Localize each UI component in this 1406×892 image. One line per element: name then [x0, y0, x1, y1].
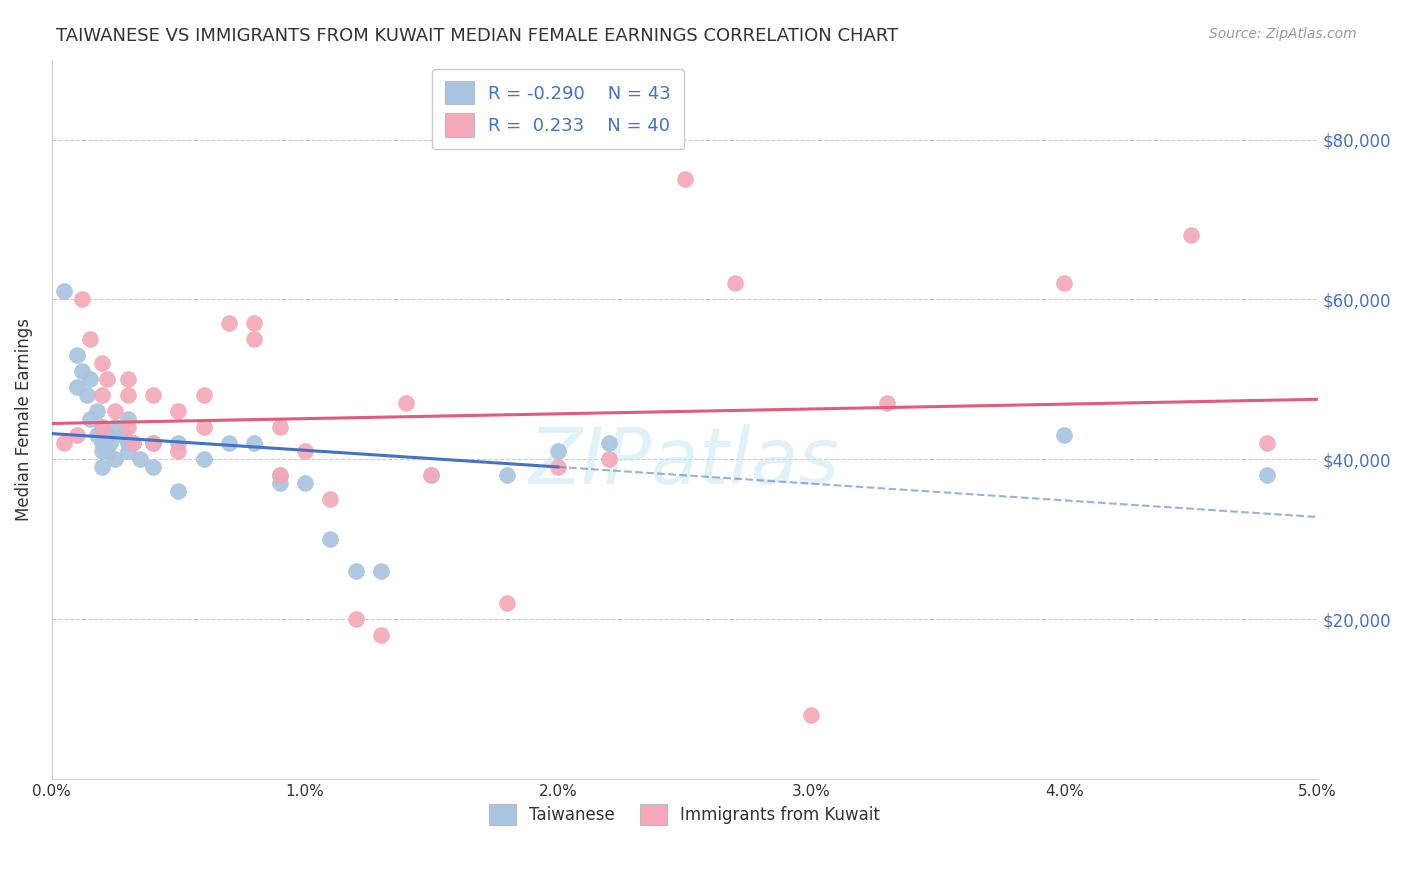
- Point: [319, 492, 342, 507]
- Point: [66, 348, 89, 362]
- Point: [395, 396, 418, 410]
- Point: [420, 468, 443, 483]
- Point: [167, 444, 190, 458]
- Point: [104, 420, 127, 434]
- Point: [243, 332, 266, 346]
- Point: [269, 420, 291, 434]
- Point: [91, 460, 114, 475]
- Point: [800, 708, 823, 723]
- Text: TAIWANESE VS IMMIGRANTS FROM KUWAIT MEDIAN FEMALE EARNINGS CORRELATION CHART: TAIWANESE VS IMMIGRANTS FROM KUWAIT MEDI…: [56, 27, 898, 45]
- Point: [121, 436, 143, 450]
- Point: [117, 420, 139, 434]
- Text: ZIPatlas: ZIPatlas: [529, 425, 839, 500]
- Point: [876, 396, 898, 410]
- Y-axis label: Median Female Earnings: Median Female Earnings: [15, 318, 32, 521]
- Point: [91, 444, 114, 458]
- Point: [496, 468, 519, 483]
- Point: [1053, 428, 1076, 442]
- Point: [547, 444, 569, 458]
- Point: [218, 316, 240, 330]
- Point: [53, 436, 76, 450]
- Point: [79, 412, 101, 426]
- Point: [142, 460, 165, 475]
- Text: Source: ZipAtlas.com: Source: ZipAtlas.com: [1209, 27, 1357, 41]
- Point: [1053, 277, 1076, 291]
- Point: [547, 460, 569, 475]
- Point: [96, 428, 118, 442]
- Point: [76, 388, 98, 402]
- Point: [193, 452, 215, 467]
- Point: [167, 484, 190, 499]
- Point: [79, 372, 101, 386]
- Point: [111, 428, 134, 442]
- Point: [193, 388, 215, 402]
- Point: [673, 172, 696, 186]
- Point: [344, 564, 367, 578]
- Point: [96, 372, 118, 386]
- Point: [86, 404, 108, 418]
- Point: [129, 452, 152, 467]
- Point: [117, 436, 139, 450]
- Point: [294, 476, 316, 491]
- Point: [243, 316, 266, 330]
- Point: [91, 420, 114, 434]
- Point: [121, 436, 143, 450]
- Point: [66, 380, 89, 394]
- Point: [96, 444, 118, 458]
- Point: [91, 420, 114, 434]
- Point: [269, 468, 291, 483]
- Point: [117, 412, 139, 426]
- Point: [294, 444, 316, 458]
- Point: [142, 436, 165, 450]
- Point: [269, 476, 291, 491]
- Point: [70, 293, 93, 307]
- Point: [598, 436, 620, 450]
- Point: [142, 388, 165, 402]
- Point: [86, 428, 108, 442]
- Point: [91, 356, 114, 370]
- Point: [53, 285, 76, 299]
- Point: [1256, 468, 1278, 483]
- Point: [117, 388, 139, 402]
- Point: [269, 468, 291, 483]
- Point: [218, 436, 240, 450]
- Point: [1256, 436, 1278, 450]
- Point: [370, 564, 392, 578]
- Point: [370, 628, 392, 642]
- Point: [117, 372, 139, 386]
- Point: [344, 612, 367, 626]
- Point: [117, 444, 139, 458]
- Point: [104, 404, 127, 418]
- Point: [420, 468, 443, 483]
- Point: [70, 364, 93, 378]
- Point: [91, 388, 114, 402]
- Point: [1180, 228, 1202, 243]
- Point: [167, 404, 190, 418]
- Point: [496, 596, 519, 610]
- Point: [66, 428, 89, 442]
- Point: [98, 436, 121, 450]
- Point: [104, 452, 127, 467]
- Point: [142, 436, 165, 450]
- Point: [598, 452, 620, 467]
- Point: [193, 420, 215, 434]
- Point: [243, 436, 266, 450]
- Point: [79, 332, 101, 346]
- Legend: Taiwanese, Immigrants from Kuwait: Taiwanese, Immigrants from Kuwait: [479, 794, 890, 835]
- Point: [724, 277, 747, 291]
- Point: [91, 436, 114, 450]
- Point: [167, 436, 190, 450]
- Point: [319, 532, 342, 546]
